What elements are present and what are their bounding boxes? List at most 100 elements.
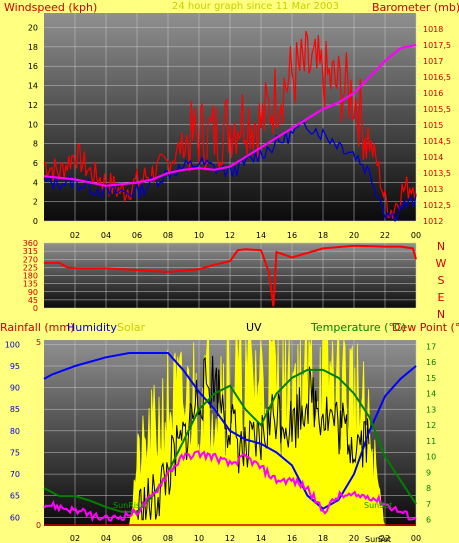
humidity-tick: 100 <box>5 340 20 349</box>
humidity-tick: 75 <box>10 448 20 457</box>
hour-tick: 10 <box>194 534 204 543</box>
direction-tick: 360 <box>23 239 38 248</box>
temperature-tick: 15 <box>426 374 436 383</box>
panel1-series <box>43 30 417 223</box>
hour-tick: 16 <box>287 534 297 543</box>
humidity-axis-ticks: 60 65 70 75 80 85 90 95 100 <box>5 340 20 522</box>
barometer-line <box>43 43 417 187</box>
temperature-tick: 9 <box>426 468 431 477</box>
hour-tick: 20 <box>349 231 359 240</box>
windspeed-tick: 6 <box>33 159 38 168</box>
direction-tick: 270 <box>23 255 38 264</box>
panel3-x-ticks: 02 04 06 08 10 12 14 16 18 20 22 00 <box>70 534 421 543</box>
temperature-line <box>43 368 417 513</box>
hour-tick: 06 <box>132 231 142 240</box>
compass-letter: S <box>438 274 445 287</box>
compass-letter: N <box>437 308 445 321</box>
hour-tick: 14 <box>256 231 266 240</box>
temperature-tick: 17 <box>426 342 436 351</box>
humidity-tick: 95 <box>10 362 20 371</box>
temperature-tick: 13 <box>426 405 436 414</box>
direction-tick: 315 <box>23 247 38 256</box>
compass-letter: W <box>436 257 447 270</box>
temperature-tick: 8 <box>426 484 431 493</box>
humidity-tick: 90 <box>10 384 20 393</box>
hour-tick: 18 <box>318 534 328 543</box>
temperature-tick: 6 <box>426 516 431 525</box>
barometer-tick: 1014 <box>423 153 443 162</box>
hour-tick: 12 <box>225 231 235 240</box>
temperature-tick: 10 <box>426 453 436 462</box>
humidity-tick: 60 <box>10 513 20 522</box>
compass-letter: E <box>438 291 445 304</box>
hour-tick: 16 <box>287 231 297 240</box>
windspeed-tick: 0 <box>33 217 38 226</box>
windspeed-tick: 4 <box>33 178 38 187</box>
windspeed-tick: 16 <box>28 62 38 71</box>
hour-tick: 10 <box>194 231 204 240</box>
hour-tick: 06 <box>132 534 142 543</box>
windspeed-label: Windspeed (kph) <box>4 1 97 14</box>
temperature-tick: 14 <box>426 390 436 399</box>
hour-tick: 08 <box>163 534 173 543</box>
humidity-tick: 70 <box>10 470 20 479</box>
rain-axis-zero: 0 <box>36 521 41 530</box>
windspeed-tick: 20 <box>28 24 38 33</box>
graph-title: 24 hour graph since 11 Mar 2003 <box>172 1 339 12</box>
windspeed-tick: 2 <box>33 198 38 207</box>
humidity-tick: 85 <box>10 405 20 414</box>
dewpoint-label: Dew Point (°C) <box>392 321 459 334</box>
hour-tick: 08 <box>163 231 173 240</box>
barometer-tick: 1013 <box>423 185 443 194</box>
direction-tick: 90 <box>28 288 38 297</box>
rainfall-label: Rainfall (mm) <box>0 321 74 334</box>
sunset-label: SunSet <box>364 501 392 510</box>
panel3-series <box>43 339 417 527</box>
humidity-tick: 80 <box>10 427 20 436</box>
panel1-x-ticks: 02 04 06 08 10 12 14 16 18 20 22 00 <box>70 231 421 240</box>
barometer-tick: 1014,5 <box>423 137 451 146</box>
direction-tick: 45 <box>28 296 38 305</box>
solar-label: Solar <box>117 321 146 334</box>
barometer-tick: 1017,5 <box>423 41 451 50</box>
hour-tick: 04 <box>101 231 111 240</box>
hour-tick: 02 <box>70 534 80 543</box>
temperature-tick: 16 <box>426 358 436 367</box>
temperature-tick: 11 <box>426 437 436 446</box>
direction-tick: 225 <box>23 263 38 272</box>
barometer-tick: 1015 <box>423 121 443 130</box>
hour-tick: 18 <box>318 231 328 240</box>
hour-tick: 00 <box>411 534 421 543</box>
direction-tick: 0 <box>33 304 38 313</box>
panel2-series <box>44 244 417 307</box>
windspeed-tick: 8 <box>33 140 38 149</box>
barometer-tick: 1018 <box>423 25 443 34</box>
barometer-tick: 1017 <box>423 57 443 66</box>
hour-tick: 12 <box>225 534 235 543</box>
hour-tick: 22 <box>380 534 390 543</box>
barometer-tick: 1013,5 <box>423 169 451 178</box>
barometer-tick: 1016 <box>423 89 443 98</box>
hour-tick: 20 <box>349 534 359 543</box>
barometer-tick: 1012,5 <box>423 201 451 210</box>
compass-letter: N <box>437 240 445 253</box>
hour-tick: 22 <box>380 231 390 240</box>
temperature-label: Temperature (°C) <box>310 321 406 334</box>
uv-label: UV <box>246 321 262 334</box>
x-tail-set: Set <box>378 535 391 543</box>
sunrise-label: SunRise <box>113 501 145 510</box>
windspeed-tick: 10 <box>28 120 38 129</box>
windspeed-tick: 12 <box>28 101 38 110</box>
hour-tick: 00 <box>411 231 421 240</box>
temperature-tick: 12 <box>426 421 436 430</box>
barometer-tick: 1012 <box>423 217 443 226</box>
humidity-label: Humidity <box>67 321 117 334</box>
humidity-line <box>43 352 417 510</box>
windspeed-tick: 14 <box>28 82 38 91</box>
direction-tick: 180 <box>23 272 38 281</box>
